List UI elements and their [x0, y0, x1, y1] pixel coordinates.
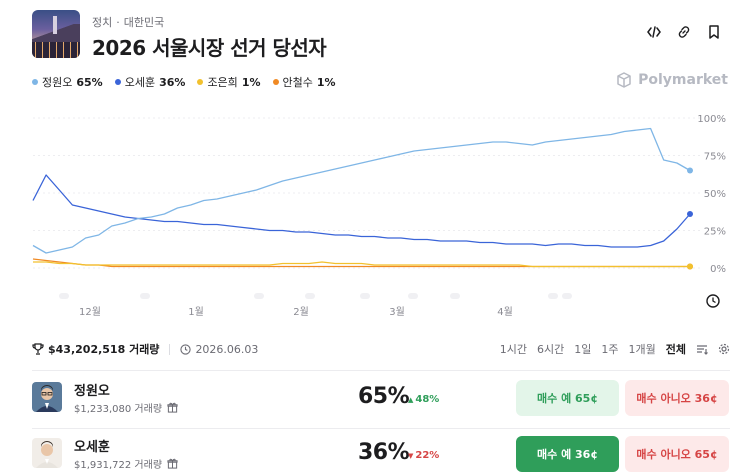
avatar — [32, 438, 62, 468]
legend-percent: 36% — [159, 75, 186, 89]
timeline-marker — [360, 293, 370, 299]
trophy-icon — [32, 343, 44, 355]
legend-name: 안철수 — [282, 76, 313, 89]
chart-legend: 정원오 65% 오세훈 36% 조은희 1% 안철수 1% — [32, 74, 336, 90]
clock-icon — [706, 294, 720, 308]
timeline-marker — [254, 293, 264, 299]
legend-item[interactable]: 오세훈 36% — [114, 74, 186, 90]
arrow-up-icon: ▲ — [408, 395, 414, 404]
range-option[interactable]: 1주 — [601, 343, 619, 356]
link-icon — [678, 26, 690, 38]
embed-button[interactable] — [646, 24, 662, 40]
outcome-probability: 36% — [358, 440, 410, 465]
code-icon — [647, 26, 661, 38]
timeline-marker — [408, 293, 418, 299]
legend-swatch — [272, 79, 279, 85]
price-change: ▼ 22% — [408, 450, 440, 461]
market-header: 정치 · 대한민국 2026 서울시장 선거 당선자 — [32, 10, 722, 60]
timeline-marker — [548, 293, 558, 299]
legend-swatch — [197, 79, 204, 85]
legend-item[interactable]: 정원오 65% — [32, 74, 103, 90]
legend-percent: 1% — [316, 75, 336, 89]
breadcrumb-region[interactable]: 대한민국 — [123, 16, 165, 29]
range-option[interactable]: 1일 — [574, 343, 592, 356]
price-chart[interactable]: 100% 75% 50% 25% 0% 12월 1월 2월 3월 4월 — [0, 100, 740, 325]
divider — [32, 370, 730, 371]
legend-percent: 1% — [241, 75, 261, 89]
outcome-probability: 65% — [358, 384, 410, 409]
filter-icon[interactable] — [696, 343, 708, 355]
timeline-marker — [450, 293, 460, 299]
buy-yes-button[interactable]: 매수 예 65¢ — [516, 380, 619, 416]
price-change: ▲ 48% — [408, 394, 440, 405]
x-tick-label: 1월 — [188, 306, 204, 318]
legend-swatch — [114, 79, 121, 85]
time-range-selector: 1시간 6시간 1일 1주 1개월 전체 — [500, 341, 730, 357]
range-option[interactable]: 1개월 — [628, 343, 656, 356]
y-tick-label: 100% — [697, 114, 726, 125]
series-line — [32, 127, 691, 254]
brand-watermark: Polymarket — [616, 72, 728, 88]
y-tick-label: 75% — [704, 152, 726, 163]
legend-name: 조은희 — [207, 76, 238, 89]
x-tick-label: 12월 — [79, 306, 101, 318]
legend-percent: 65% — [76, 75, 103, 89]
bookmark-button[interactable] — [706, 24, 722, 40]
gift-icon — [167, 458, 178, 469]
range-option[interactable]: 6시간 — [537, 343, 565, 356]
market-thumbnail — [32, 10, 80, 58]
copy-link-button[interactable] — [676, 24, 692, 40]
buy-no-button[interactable]: 매수 아니오 36¢ — [625, 380, 729, 416]
y-tick-label: 25% — [704, 227, 726, 238]
series-line — [33, 261, 690, 268]
buy-yes-button[interactable]: 매수 예 36¢ — [516, 436, 619, 472]
buy-no-button[interactable]: 매수 아니오 65¢ — [625, 436, 729, 472]
range-option[interactable]: 전체 — [665, 343, 686, 356]
timeline-marker — [305, 293, 315, 299]
breadcrumb-category[interactable]: 정치 — [92, 16, 113, 29]
clock-button[interactable] — [706, 294, 720, 308]
outcome-row[interactable]: 정원오 $1,233,080 거래량 65% ▲ 48% 매수 예 65¢ 매수… — [32, 376, 730, 424]
bookmark-icon — [709, 25, 719, 39]
range-option[interactable]: 1시간 — [499, 343, 527, 356]
outcome-name: 오세훈 — [74, 440, 110, 455]
legend-name: 오세훈 — [124, 76, 156, 89]
page-title: 2026 서울시장 선거 당선자 — [92, 36, 327, 60]
outcome-volume: $1,233,080 거래량 — [74, 404, 163, 415]
y-tick-label: 50% — [704, 189, 726, 200]
divider — [32, 428, 730, 429]
x-tick-label: 4월 — [497, 306, 513, 318]
series-end-point — [687, 211, 693, 217]
legend-item[interactable]: 안철수 1% — [272, 74, 336, 90]
outcome-row[interactable]: 오세훈 $1,931,722 거래량 36% ▼ 22% 매수 예 36¢ 매수… — [32, 432, 730, 476]
outcome-volume: $1,931,722 거래량 — [74, 460, 163, 471]
outcome-name: 정원오 — [74, 384, 110, 399]
gift-icon — [167, 402, 178, 413]
calendar-icon — [180, 343, 192, 355]
series-end-point — [687, 167, 693, 174]
breadcrumb: 정치 · 대한민국 — [92, 16, 165, 29]
series-end-point — [687, 263, 693, 270]
end-date: 2026.06.03 — [195, 342, 259, 356]
y-tick-label: 0% — [710, 264, 726, 275]
timeline-marker — [59, 293, 69, 299]
x-tick-label: 3월 — [389, 306, 405, 318]
arrow-down-icon: ▼ — [408, 451, 414, 460]
x-tick-label: 2월 — [293, 306, 309, 318]
legend-swatch — [32, 79, 38, 85]
legend-item[interactable]: 조은희 1% — [197, 74, 261, 90]
brand-name: Polymarket — [638, 72, 728, 88]
polymarket-logo-icon — [617, 72, 631, 88]
total-volume: $43,202,518 거래량 — [48, 343, 160, 356]
timeline-marker — [562, 293, 572, 299]
legend-name: 정원오 — [42, 76, 73, 89]
gear-icon[interactable] — [718, 343, 730, 355]
series-line — [32, 174, 691, 248]
stats-row: $43,202,518 거래량 2026.06.03 1시간 6시간 1일 1주 1개월… — [32, 340, 730, 358]
timeline-marker — [140, 293, 150, 299]
avatar — [32, 382, 62, 412]
